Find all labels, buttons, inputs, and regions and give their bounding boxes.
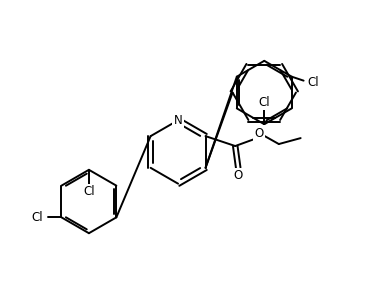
Text: Cl: Cl: [83, 185, 95, 198]
Text: N: N: [174, 114, 182, 127]
Text: Cl: Cl: [32, 211, 44, 224]
Text: O: O: [234, 169, 243, 182]
Text: O: O: [254, 127, 264, 140]
Text: Cl: Cl: [259, 96, 270, 109]
Text: Cl: Cl: [308, 76, 319, 89]
